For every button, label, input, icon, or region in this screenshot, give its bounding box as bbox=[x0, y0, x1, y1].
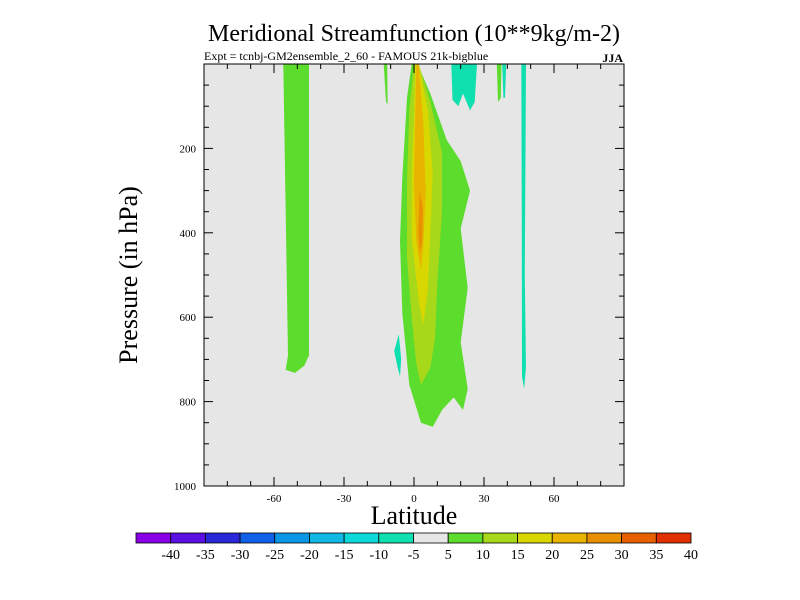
contour-neg-strip-n-midlat bbox=[521, 64, 526, 389]
colorbar-tick-label: 15 bbox=[511, 548, 525, 563]
colorbar-swatch bbox=[378, 532, 414, 544]
colorbar-tick-label: 25 bbox=[580, 548, 594, 563]
x-axis-label: Latitude bbox=[371, 501, 458, 530]
chart-title: Meridional Streamfunction (10**9kg/m-2) bbox=[208, 21, 620, 47]
contour-upper-strip-s bbox=[383, 64, 388, 105]
colorbar-tick-label: -30 bbox=[231, 548, 250, 563]
y-tick-label: 1000 bbox=[174, 481, 197, 493]
colorbar-swatch bbox=[274, 532, 310, 544]
colorbar: -40 -35 -30 -25 -20 -15 -10 -5 5 10 15 20 25 30 35 40 bbox=[135, 532, 698, 563]
contour-hadley-cell-20 bbox=[414, 64, 426, 271]
y-tick-label: 400 bbox=[180, 228, 197, 240]
colorbar-swatch bbox=[204, 532, 241, 544]
season-label: JJA bbox=[602, 51, 623, 65]
colorbar-tick-label: -25 bbox=[265, 548, 284, 563]
colorbar-swatch bbox=[413, 532, 449, 544]
colorbar-tick-label: -20 bbox=[300, 548, 319, 563]
colorbar-swatch bbox=[309, 532, 345, 544]
colorbar-swatch bbox=[586, 532, 623, 544]
x-tick-label: 60 bbox=[549, 493, 561, 505]
contour-sh-midlat-cell bbox=[283, 64, 309, 373]
colorbar-swatch bbox=[447, 532, 484, 544]
colorbar-tick-label: 20 bbox=[545, 548, 559, 563]
y-tick-label: 600 bbox=[180, 312, 197, 324]
colorbar-tick-label: -5 bbox=[408, 548, 420, 563]
colorbar-tick-label: -35 bbox=[196, 548, 215, 563]
colorbar-tick-label: -10 bbox=[369, 548, 388, 563]
contour-upper-strip-n bbox=[496, 64, 502, 102]
colorbar-swatch bbox=[343, 532, 380, 544]
colorbar-tick-label: -40 bbox=[161, 548, 180, 563]
contour-hadley-cell-25 bbox=[418, 190, 423, 254]
colorbar-tick-label: 30 bbox=[615, 548, 629, 563]
x-tick-label: 30 bbox=[479, 493, 491, 505]
colorbar-tick-label: 5 bbox=[445, 548, 452, 563]
y-tick-label: 200 bbox=[180, 143, 197, 155]
colorbar-swatch bbox=[239, 532, 276, 544]
axis-ticks: -60 -30 0 30 60 200 400 600 800 1000 bbox=[174, 64, 625, 505]
colorbar-swatch bbox=[482, 532, 518, 544]
chart-subtitle: Expt = tcnbj-GM2ensemble_2_60 - FAMOUS 2… bbox=[204, 49, 488, 63]
contour-neg-patch-lower-s bbox=[394, 334, 402, 377]
x-tick-label: -30 bbox=[337, 493, 352, 505]
colorbar-swatch bbox=[621, 532, 657, 544]
colorbar-swatch bbox=[135, 532, 172, 544]
contour-regions bbox=[283, 64, 526, 427]
colorbar-tick-label: 40 bbox=[684, 548, 698, 563]
colorbar-tick-label: 10 bbox=[476, 548, 490, 563]
x-tick-label: 0 bbox=[411, 493, 417, 505]
colorbar-tick-label: -15 bbox=[335, 548, 354, 563]
y-axis-label: Pressure (in hPa) bbox=[114, 186, 143, 364]
colorbar-tick-label: 35 bbox=[649, 548, 663, 563]
colorbar-swatch bbox=[655, 532, 692, 544]
contour-neg-patch-upper bbox=[502, 64, 507, 98]
colorbar-swatch bbox=[551, 532, 588, 544]
colorbar-swatch bbox=[517, 532, 553, 544]
x-tick-label: -60 bbox=[267, 493, 282, 505]
contour-subtropical-cell-n bbox=[451, 64, 477, 111]
colorbar-swatch bbox=[170, 532, 206, 544]
y-tick-label: 800 bbox=[180, 397, 197, 409]
